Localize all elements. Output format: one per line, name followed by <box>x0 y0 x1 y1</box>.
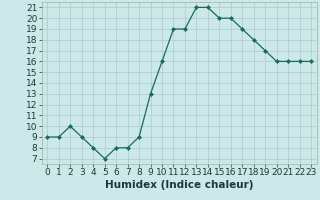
X-axis label: Humidex (Indice chaleur): Humidex (Indice chaleur) <box>105 180 253 190</box>
